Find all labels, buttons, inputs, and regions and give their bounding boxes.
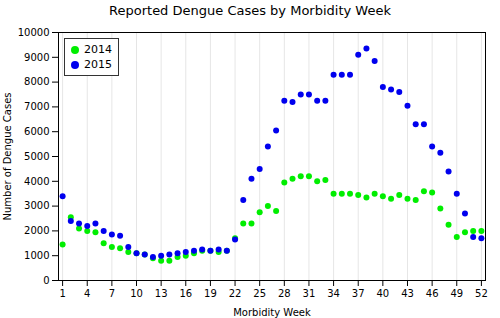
svg-text:Number of Dengue Cases: Number of Dengue Cases: [2, 92, 13, 220]
svg-text:43: 43: [401, 288, 414, 299]
svg-text:34: 34: [327, 288, 340, 299]
svg-text:37: 37: [352, 288, 365, 299]
html-text:2015: 2015: [84, 58, 112, 71]
svg-text:Morbidity Week: Morbidity Week: [233, 307, 311, 318]
svg-text:40: 40: [376, 288, 389, 299]
svg-text:1000: 1000: [24, 250, 49, 261]
svg-text:19: 19: [204, 288, 217, 299]
svg-text:8000: 8000: [24, 76, 49, 87]
svg-text:25: 25: [253, 288, 266, 299]
svg-text:13: 13: [155, 288, 168, 299]
html-text:Reported Dengue Cases by Morbi: Reported Dengue Cases by Morbidity Week: [109, 3, 391, 18]
svg-text:28: 28: [278, 288, 291, 299]
svg-text:10: 10: [130, 288, 143, 299]
html-text:2014: 2014: [84, 43, 112, 56]
svg-text:31: 31: [303, 288, 316, 299]
svg-text:0: 0: [43, 275, 49, 286]
svg-text:9000: 9000: [24, 52, 49, 63]
svg-text:2000: 2000: [24, 225, 49, 236]
svg-text:7: 7: [109, 288, 115, 299]
svg-text:5000: 5000: [24, 151, 49, 162]
svg-text:52: 52: [475, 288, 488, 299]
svg-text:1: 1: [59, 288, 65, 299]
svg-text:4000: 4000: [24, 176, 49, 187]
svg-text:10000: 10000: [18, 27, 50, 38]
svg-text:3000: 3000: [24, 200, 49, 211]
svg-text:46: 46: [426, 288, 439, 299]
svg-text:22: 22: [229, 288, 242, 299]
svg-text:49: 49: [450, 288, 463, 299]
svg-text:16: 16: [179, 288, 192, 299]
svg-text:4: 4: [84, 288, 90, 299]
svg-text:7000: 7000: [24, 101, 49, 112]
svg-text:6000: 6000: [24, 126, 49, 137]
